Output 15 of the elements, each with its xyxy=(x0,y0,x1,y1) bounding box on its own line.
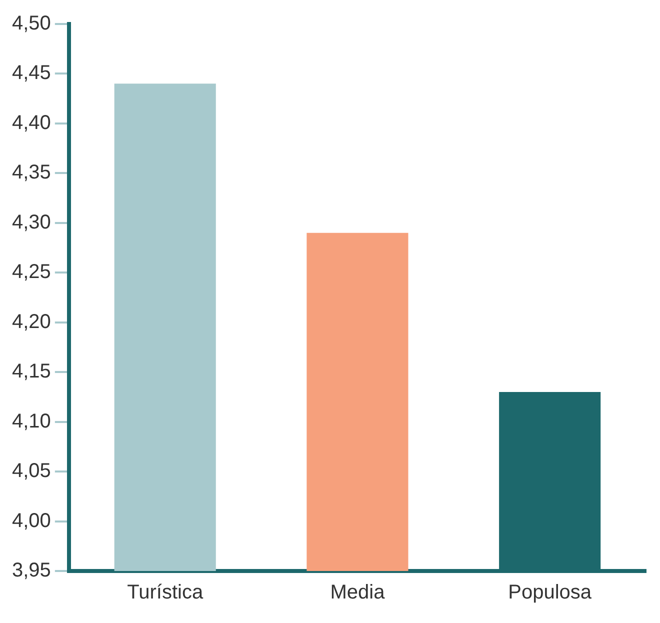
y-tick-label: 3,95 xyxy=(12,560,51,582)
y-tick-label: 4,35 xyxy=(12,162,51,184)
y-tick-label: 4,30 xyxy=(12,211,51,234)
x-tick-label: Turística xyxy=(127,582,204,604)
y-tick-label: 4,20 xyxy=(12,310,51,333)
x-tick-label: Populosa xyxy=(508,582,592,604)
y-tick-label: 4,00 xyxy=(12,510,51,532)
y-tick-label: 4,25 xyxy=(12,261,51,284)
y-tick-label: 4,40 xyxy=(12,112,51,134)
y-tick-label: 4,45 xyxy=(12,62,51,84)
y-tick-label: 4,10 xyxy=(12,410,51,432)
y-tick-label: 4,50 xyxy=(12,12,51,35)
y-tick-label: 4,05 xyxy=(12,460,51,482)
x-tick-label: Media xyxy=(330,582,386,604)
y-tick-label: 4,15 xyxy=(12,360,51,383)
